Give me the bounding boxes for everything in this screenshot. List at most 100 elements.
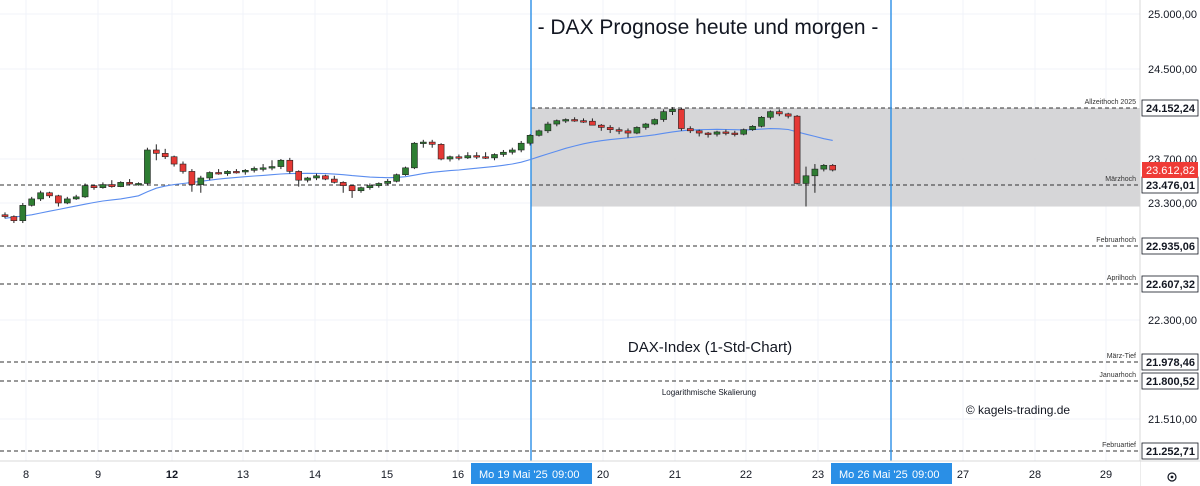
level-badge-5	[1141, 372, 1199, 390]
candle-body-40	[357, 187, 365, 192]
settings-icon[interactable]	[1167, 472, 1177, 482]
candle-body-85	[758, 116, 765, 127]
date-marker-badge-0	[471, 463, 592, 484]
level-price-6: 21.252,71	[1146, 446, 1195, 458]
candle-body-14	[126, 182, 133, 185]
candle-body-71	[633, 127, 641, 134]
x-tick-7: 20	[597, 469, 609, 481]
level-name-1: Märzhoch	[1105, 176, 1136, 183]
candle-body-49	[437, 144, 445, 160]
candle-body-35	[313, 175, 320, 179]
x-tick-1: 9	[95, 469, 101, 481]
date-marker-time-0: 09:00	[552, 469, 580, 481]
date-marker-time-1: 09:00	[912, 469, 940, 481]
candle-body-6	[55, 195, 62, 204]
candle-body-43	[384, 180, 392, 184]
candle-body-17	[153, 149, 160, 154]
scale-note: Logarithmische Skalierung	[662, 388, 756, 397]
level-price-0: 24.152,24	[1146, 103, 1196, 115]
y-tick-4: 22.300,00	[1148, 315, 1197, 327]
y-tick-3: 23.300,00	[1148, 198, 1197, 210]
candle-body-50	[446, 156, 454, 160]
grid	[0, 0, 1140, 461]
candle-body-69	[615, 129, 623, 132]
credit-text: © kagels-trading.de	[966, 403, 1071, 417]
candle-body-63	[562, 119, 570, 122]
moving-average	[4, 128, 833, 219]
candle-body-30	[268, 166, 276, 169]
date-marker-label-0: Mo 19 Mai '25	[479, 469, 548, 481]
candle-body-27	[242, 170, 249, 173]
candle-body-38	[339, 182, 347, 186]
date-marker-label-1: Mo 26 Mai '25	[839, 469, 908, 481]
level-badge-3	[1141, 275, 1199, 293]
level-name-2: Februarhoch	[1096, 237, 1136, 244]
candle-body-1	[10, 216, 18, 221]
candle-body-18	[161, 153, 169, 158]
x-tick-5: 15	[381, 469, 393, 481]
candle-body-57	[508, 149, 516, 153]
candle-body-8	[72, 196, 80, 200]
date-marker-badge-1	[831, 463, 952, 484]
candles	[1, 107, 837, 224]
candle-body-28	[250, 168, 258, 171]
candle-body-23	[206, 172, 213, 179]
chart-subtitle: DAX-Index (1-Std-Chart)	[628, 339, 792, 356]
candle-body-45	[402, 167, 409, 175]
y-tick-0: 25.000,00	[1148, 9, 1197, 21]
level-name-4: März-Tief	[1107, 353, 1136, 360]
candle-body-88	[784, 113, 792, 117]
x-tick-6: 16	[452, 469, 464, 481]
level-name-3: Aprilhoch	[1107, 275, 1136, 282]
x-tick-3: 13	[237, 469, 249, 481]
candle-body-4	[37, 192, 44, 200]
candle-body-93	[829, 165, 837, 171]
level-price-2: 22.935,06	[1146, 241, 1195, 253]
level-name-0: Allzeithoch 2025	[1085, 99, 1136, 106]
candle-body-62	[553, 120, 561, 125]
candle-body-79	[704, 132, 712, 135]
x-tick-2: 12	[166, 469, 178, 481]
candle-body-39	[348, 185, 356, 192]
level-name-6: Februartief	[1102, 442, 1136, 449]
highlight-band	[531, 108, 1140, 207]
candle-body-67	[597, 124, 605, 128]
chart-title: - DAX Prognose heute und morgen -	[538, 16, 879, 39]
candle-body-53	[473, 155, 481, 158]
candle-body-72	[642, 123, 650, 128]
candle-body-7	[64, 198, 71, 204]
candle-body-48	[428, 141, 436, 145]
y-axis: 25.000,0024.500,0023.700,0023.300,0022.3…	[1139, 0, 1200, 486]
candle-body-86	[767, 111, 774, 118]
candle-body-0	[1, 214, 9, 217]
level-badge-0	[1141, 99, 1199, 117]
x-tick-4: 14	[309, 469, 321, 481]
candle-body-68	[606, 127, 614, 130]
candle-body-90	[802, 175, 810, 184]
candle-body-87	[775, 111, 783, 115]
candle-body-65	[580, 120, 587, 123]
current-price-badge	[1142, 162, 1198, 178]
candle-body-15	[135, 183, 142, 186]
candle-body-73	[651, 119, 659, 125]
level-price-3: 22.607,32	[1146, 279, 1195, 291]
candle-body-37	[330, 178, 338, 183]
moving-average-line	[4, 128, 833, 219]
candle-body-12	[108, 184, 116, 187]
x-tick-12: 28	[1029, 469, 1041, 481]
candle-body-36	[322, 175, 329, 180]
level-lines: Allzeithoch 2025 Märzhoch Februarhoch April…	[0, 99, 1140, 452]
candle-body-46	[411, 142, 418, 169]
candle-body-52	[464, 155, 472, 159]
candle-body-2	[19, 205, 27, 221]
candle-body-33	[295, 171, 303, 181]
candle-body-44	[393, 174, 400, 182]
candle-body-83	[740, 129, 748, 135]
candle-body-76	[678, 109, 685, 129]
y-tick-1: 24.500,00	[1148, 64, 1197, 76]
level-name-5: Januarhoch	[1099, 372, 1136, 379]
x-tick-9: 22	[740, 469, 752, 481]
date-marker-lines	[530, 0, 892, 461]
candle-body-60	[535, 130, 543, 136]
